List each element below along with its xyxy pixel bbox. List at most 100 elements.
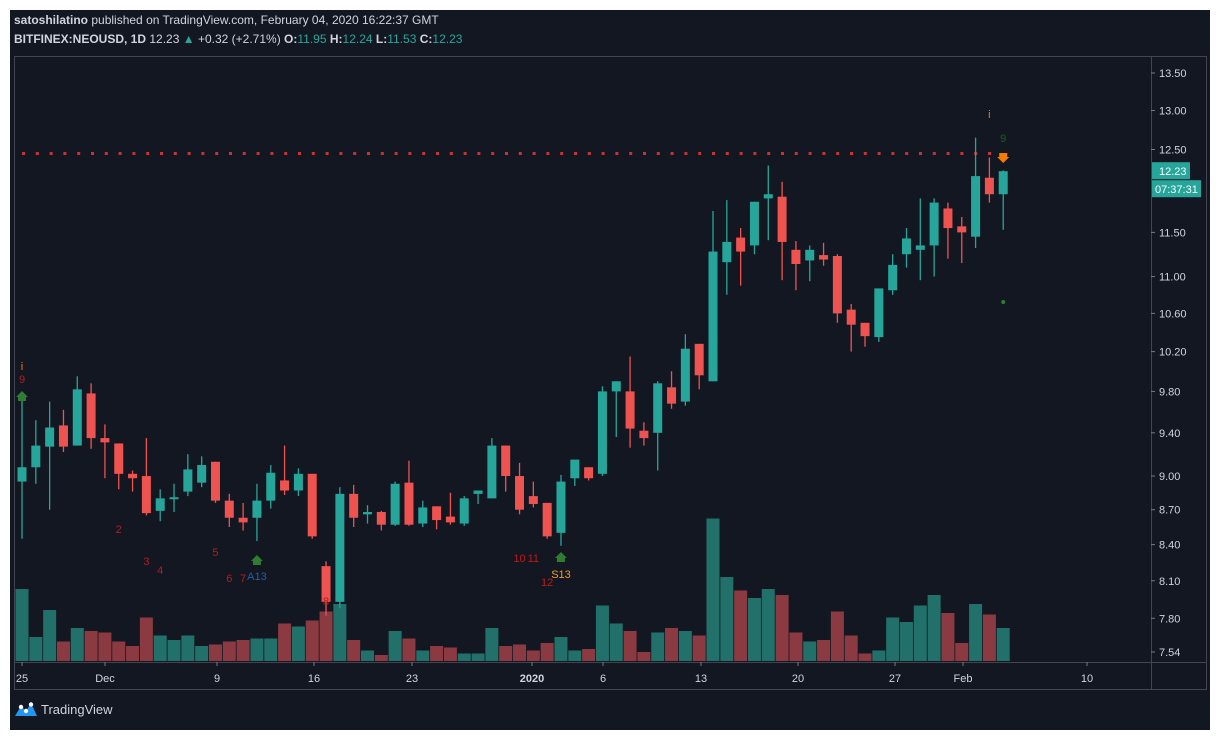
volume-bar bbox=[388, 631, 402, 661]
candle[interactable] bbox=[680, 334, 690, 406]
candle[interactable] bbox=[307, 473, 317, 539]
candle[interactable] bbox=[888, 254, 898, 295]
candle[interactable] bbox=[501, 445, 511, 492]
candle[interactable] bbox=[791, 241, 801, 291]
candle[interactable] bbox=[432, 506, 442, 530]
candle[interactable] bbox=[280, 445, 290, 495]
candle[interactable] bbox=[777, 181, 787, 281]
price-tick-label: 8.70 bbox=[1159, 505, 1180, 517]
price-axis[interactable]: 13.50 13.00 12.50 11.50 11.00 10.60 10.20 9.80 9… bbox=[1151, 68, 1187, 659]
candle[interactable] bbox=[197, 456, 207, 488]
volume-bar bbox=[789, 632, 803, 661]
candle[interactable] bbox=[128, 470, 138, 492]
volume-bar bbox=[830, 611, 844, 661]
candle[interactable] bbox=[473, 490, 483, 505]
candle[interactable] bbox=[45, 401, 55, 510]
candle[interactable] bbox=[998, 170, 1008, 230]
candle[interactable] bbox=[390, 481, 400, 526]
candle[interactable] bbox=[749, 201, 759, 255]
candle[interactable] bbox=[58, 409, 68, 453]
tradingview-logo-icon bbox=[15, 702, 37, 716]
candle[interactable] bbox=[141, 438, 151, 516]
annotation-label: 3 bbox=[143, 556, 149, 568]
volume-bar bbox=[305, 620, 319, 661]
candles bbox=[17, 137, 1008, 616]
candle[interactable] bbox=[611, 381, 621, 438]
candle[interactable] bbox=[763, 165, 773, 241]
published-text: published on TradingView.com, February 0… bbox=[91, 13, 439, 27]
candle[interactable] bbox=[515, 462, 525, 515]
volume-bar bbox=[333, 604, 347, 661]
candle[interactable] bbox=[363, 505, 372, 524]
candle[interactable] bbox=[846, 304, 856, 352]
candle[interactable] bbox=[584, 467, 594, 481]
candle[interactable] bbox=[72, 376, 82, 446]
time-axis[interactable]: 25 Dec 9 16 23 2020 6 13 20 27 Feb 10 bbox=[16, 662, 1093, 685]
candle[interactable] bbox=[335, 487, 345, 609]
candle[interactable] bbox=[860, 322, 870, 347]
candle[interactable] bbox=[874, 288, 884, 342]
annotation-label: 4 bbox=[157, 565, 163, 577]
candle[interactable] bbox=[459, 496, 469, 526]
candle[interactable] bbox=[929, 198, 939, 277]
candle[interactable] bbox=[597, 386, 607, 477]
candle[interactable] bbox=[722, 200, 732, 295]
candle[interactable] bbox=[487, 438, 497, 499]
candle[interactable] bbox=[915, 198, 925, 281]
price-tick-label: 7.54 bbox=[1159, 647, 1180, 659]
candle[interactable] bbox=[570, 459, 580, 487]
candle[interactable] bbox=[321, 561, 331, 616]
candle[interactable] bbox=[100, 424, 110, 479]
candle[interactable] bbox=[528, 481, 538, 508]
candle[interactable] bbox=[984, 157, 994, 203]
candle[interactable] bbox=[901, 228, 911, 268]
volume-bar bbox=[996, 628, 1010, 661]
candle[interactable] bbox=[625, 356, 635, 448]
time-tick-label: 2020 bbox=[520, 673, 544, 685]
candle[interactable] bbox=[971, 137, 981, 249]
candle[interactable] bbox=[805, 245, 815, 282]
candle[interactable] bbox=[694, 343, 704, 390]
candle[interactable] bbox=[169, 483, 179, 513]
candle[interactable] bbox=[556, 474, 566, 546]
candle[interactable] bbox=[224, 493, 234, 528]
candle[interactable] bbox=[293, 468, 303, 497]
tradingview-brand[interactable]: TradingView bbox=[14, 701, 113, 717]
open-value: 11.95 bbox=[297, 32, 327, 46]
candle[interactable] bbox=[418, 500, 428, 528]
volume-bar bbox=[208, 644, 222, 661]
candle[interactable] bbox=[266, 465, 276, 509]
candle[interactable] bbox=[445, 492, 455, 525]
candle[interactable] bbox=[210, 461, 220, 503]
candle[interactable] bbox=[114, 443, 124, 490]
author-name[interactable]: satoshilatino bbox=[14, 13, 89, 27]
price-tick-label: 13.00 bbox=[1159, 106, 1187, 118]
candle[interactable] bbox=[252, 483, 262, 542]
candle[interactable] bbox=[376, 510, 386, 531]
candle[interactable] bbox=[155, 489, 165, 522]
candle[interactable] bbox=[708, 211, 718, 382]
candle[interactable] bbox=[404, 460, 414, 526]
candle[interactable] bbox=[31, 420, 41, 484]
candle[interactable] bbox=[667, 371, 677, 409]
candle[interactable] bbox=[238, 502, 248, 531]
brand-name: TradingView bbox=[41, 701, 113, 717]
candle[interactable] bbox=[349, 484, 359, 528]
candle[interactable] bbox=[943, 202, 953, 259]
volume-bar bbox=[139, 617, 153, 661]
candle[interactable] bbox=[542, 502, 552, 539]
volume-bar bbox=[471, 653, 485, 661]
candle[interactable] bbox=[653, 381, 663, 471]
candle[interactable] bbox=[832, 254, 842, 323]
candle[interactable] bbox=[819, 242, 829, 266]
candle[interactable] bbox=[17, 396, 27, 539]
volume-bar bbox=[56, 641, 70, 661]
candle[interactable] bbox=[957, 216, 967, 264]
annotation-label: i bbox=[21, 361, 23, 373]
candle[interactable] bbox=[639, 422, 649, 446]
candle[interactable] bbox=[183, 454, 193, 497]
candle[interactable] bbox=[86, 383, 96, 449]
annotation-label: i bbox=[988, 109, 990, 121]
candle[interactable] bbox=[736, 228, 746, 286]
